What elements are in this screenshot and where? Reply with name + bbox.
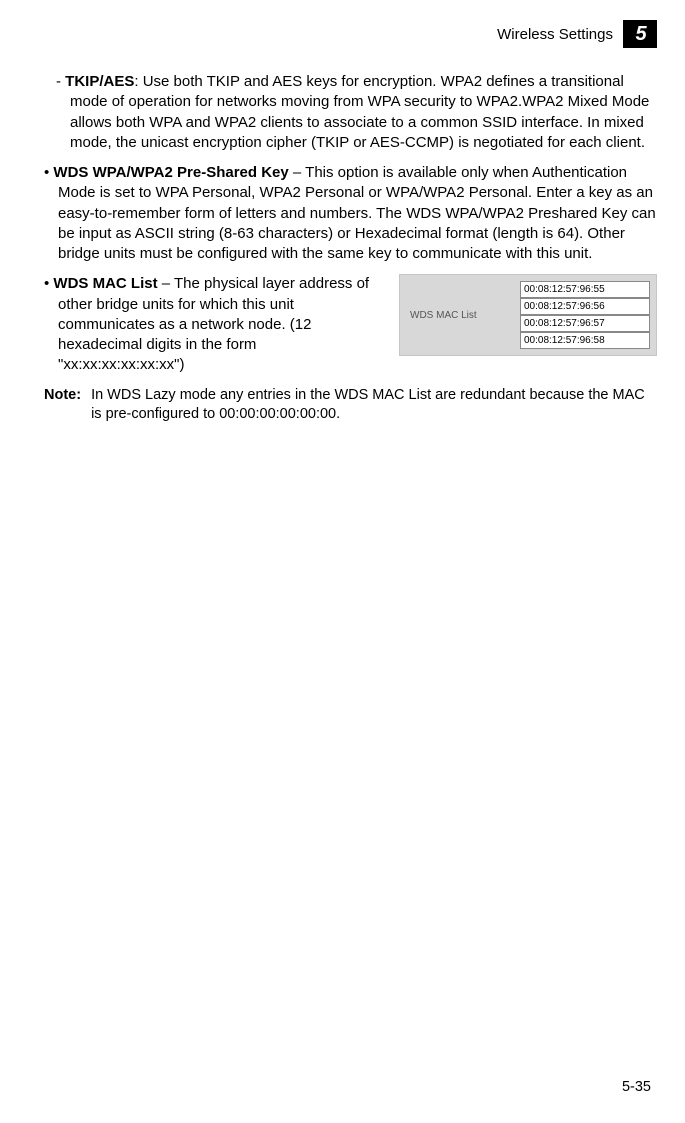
wds-mac-input-2[interactable] [520, 298, 650, 315]
page-content: TKIP/AES: Use both TKIP and AES keys for… [28, 72, 657, 425]
wds-inputs-group [520, 281, 650, 349]
chapter-badge: 5 [625, 20, 657, 48]
wds-psk-item: WDS WPA/WPA2 Pre-Shared Key – This optio… [28, 163, 657, 264]
wds-mac-item: WDS MAC List – The physical layer addres… [28, 274, 387, 375]
wds-mac-input-1[interactable] [520, 281, 650, 298]
page-footer: 5-35 [622, 1079, 651, 1095]
page-header: Wireless Settings 5 [28, 20, 657, 48]
wds-psk-term: WDS WPA/WPA2 Pre-Shared Key [53, 164, 288, 181]
wds-mac-row: WDS MAC List – The physical layer addres… [28, 274, 657, 375]
tkip-aes-text: : Use both TKIP and AES keys for encrypt… [70, 73, 649, 151]
wds-mac-input-3[interactable] [520, 315, 650, 332]
wds-mac-term: WDS MAC List [53, 275, 157, 292]
wds-panel-label: WDS MAC List [410, 309, 520, 323]
wds-mac-panel: WDS MAC List [399, 274, 657, 356]
note-block: Note: In WDS Lazy mode any entries in th… [28, 386, 657, 425]
header-title: Wireless Settings [497, 26, 613, 43]
wds-mac-input-4[interactable] [520, 332, 650, 349]
chapter-number: 5 [635, 23, 646, 46]
note-label: Note: [44, 386, 81, 425]
tkip-aes-term: TKIP/AES [65, 73, 134, 90]
note-text: In WDS Lazy mode any entries in the WDS … [91, 386, 657, 425]
tkip-aes-item: TKIP/AES: Use both TKIP and AES keys for… [28, 72, 657, 153]
